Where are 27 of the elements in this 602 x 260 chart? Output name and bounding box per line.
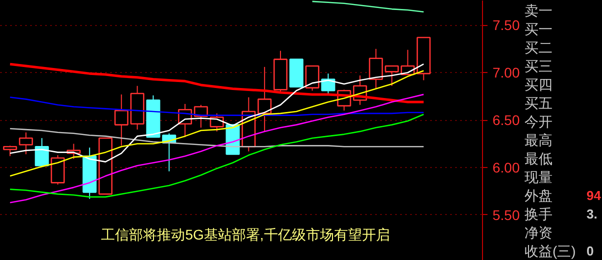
candlestick	[114, 94, 128, 146]
text: 买五	[524, 95, 552, 111]
candlestick	[258, 66, 272, 132]
line-series	[9, 128, 424, 148]
y-tick-label: 5.50	[492, 206, 520, 223]
line-series	[9, 114, 424, 198]
text: 外盘 94	[524, 188, 601, 204]
y-tick-label: 7.00	[492, 64, 520, 81]
text: 最高	[524, 132, 552, 148]
text: 净资	[524, 224, 552, 240]
text: 最低	[524, 150, 552, 166]
y-tick-label: 7.50	[492, 17, 520, 34]
text: 买二	[524, 40, 552, 56]
line-series	[9, 94, 424, 204]
candlestick	[368, 48, 383, 90]
text: 卖一	[524, 2, 552, 18]
text: 现量	[524, 169, 552, 185]
text: 买三	[524, 58, 552, 74]
y-tick-label: 6.00	[492, 160, 520, 176]
text: 收益(三) 0	[524, 243, 594, 259]
annotation: 工信部将推动5G基站部署,千亿级市场有望开启	[101, 226, 390, 242]
y-tick-label: 6.50	[492, 112, 520, 128]
text: 买一	[524, 21, 552, 37]
line-series	[312, 0, 424, 13]
text: 今开	[524, 114, 552, 130]
text: 买四	[524, 76, 552, 92]
text: 换手 3.	[524, 206, 598, 222]
